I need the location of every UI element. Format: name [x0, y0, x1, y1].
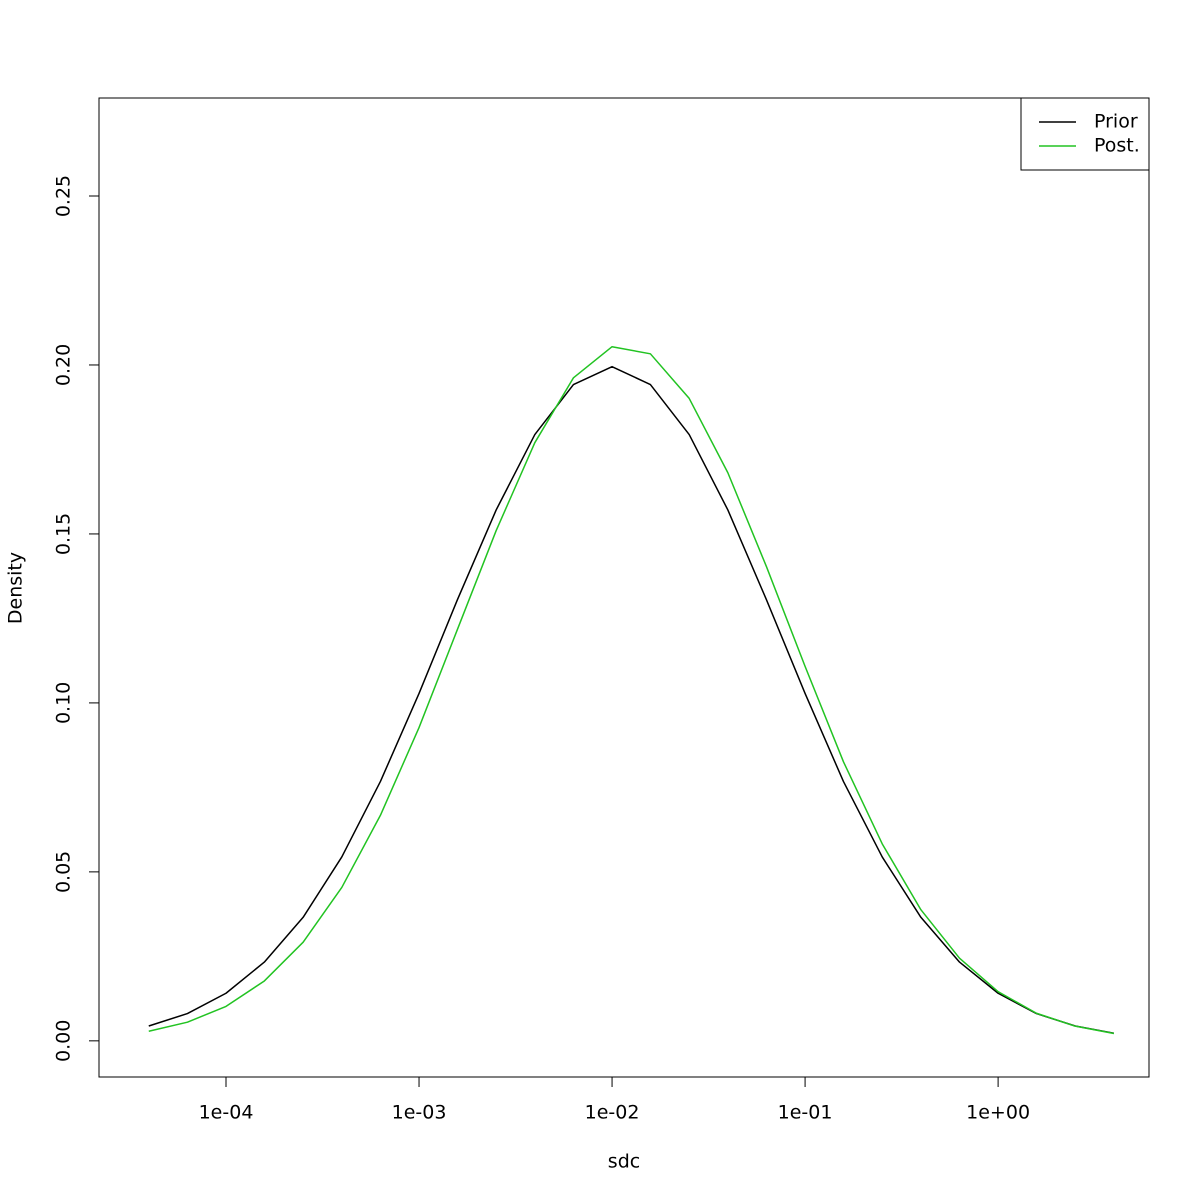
legend-box — [1020, 97, 1150, 171]
y-tick-label: 0.00 — [53, 1020, 75, 1062]
y-axis-title: Density — [5, 552, 27, 624]
y-tick-label: 0.15 — [53, 513, 75, 555]
x-tick-label: 1e-04 — [199, 1102, 254, 1124]
y-tick-label: 0.20 — [53, 344, 75, 386]
x-tick-label: 1e-01 — [778, 1102, 833, 1124]
plot-frame — [98, 97, 1150, 1078]
y-tick-label: 0.10 — [53, 682, 75, 724]
series-line — [148, 345, 1115, 1035]
y-tick-label: 0.05 — [53, 851, 75, 893]
legend-label: Post. — [1094, 135, 1140, 157]
series-line — [148, 365, 1115, 1034]
legend-label: Prior — [1094, 111, 1138, 133]
x-axis-title: sdc — [608, 1151, 640, 1173]
x-tick-label: 1e-03 — [392, 1102, 447, 1124]
x-tick-label: 1e-02 — [585, 1102, 640, 1124]
x-tick-label: 1e+00 — [966, 1102, 1030, 1124]
y-tick-label: 0.25 — [53, 175, 75, 217]
